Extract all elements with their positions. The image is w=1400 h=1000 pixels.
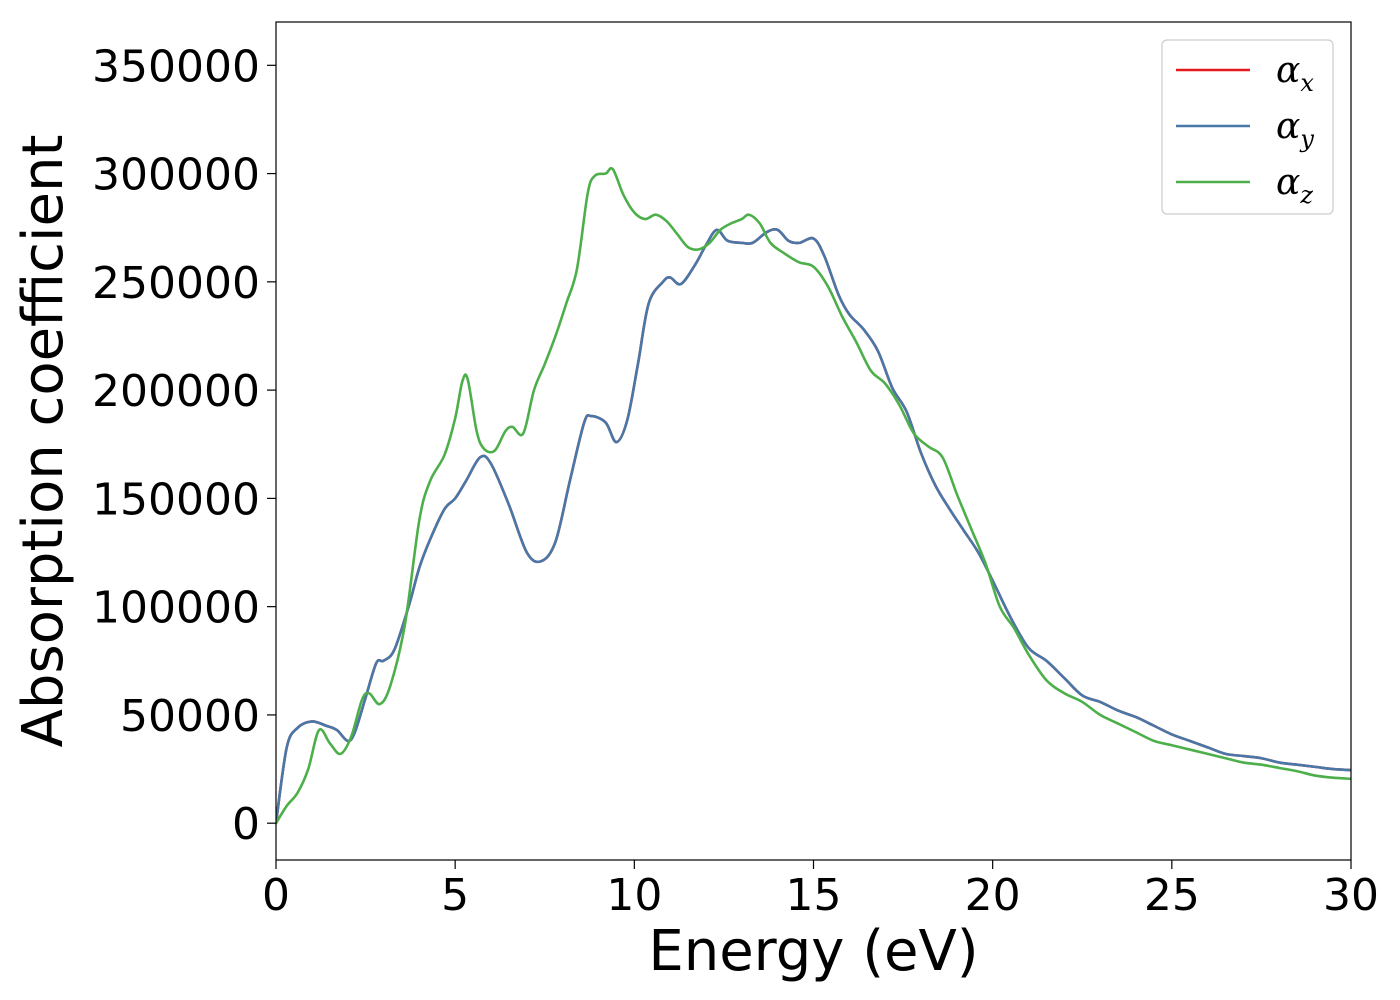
- y-tick-label: 350000: [92, 41, 260, 92]
- x-tick-label: 15: [786, 870, 842, 921]
- legend-label-subscript: z: [1299, 181, 1313, 209]
- legend-item-x: αx: [1176, 50, 1314, 97]
- legend-label-subscript: y: [1299, 125, 1314, 153]
- x-tick-label: 0: [262, 870, 290, 921]
- legend-label: αx: [1276, 50, 1314, 97]
- y-tick-label: 50000: [120, 691, 260, 742]
- y-axis-title: Absorption coefficient: [11, 135, 76, 748]
- x-tick-label: 20: [965, 870, 1021, 921]
- legend-label-main: α: [1276, 50, 1300, 91]
- x-axis-title: Energy (eV): [648, 919, 978, 984]
- x-tick-label: 25: [1144, 870, 1200, 921]
- y-tick-label: 100000: [92, 583, 260, 634]
- legend-label-subscript: x: [1300, 69, 1314, 97]
- legend-item-y: αy: [1176, 106, 1314, 153]
- series-line-y: [276, 228, 1351, 825]
- y-tick-label: 0: [232, 799, 260, 850]
- y-tick-label: 150000: [92, 474, 260, 525]
- legend-label: αz: [1276, 162, 1313, 209]
- x-axis: 0 5 10 15 20 25 30: [262, 860, 1379, 921]
- legend-label-main: α: [1276, 162, 1300, 203]
- legend-label-main: α: [1276, 106, 1300, 147]
- y-tick-label: 300000: [92, 150, 260, 201]
- series-layer: [276, 166, 1351, 825]
- y-tick-label: 200000: [92, 366, 260, 417]
- x-tick-label: 30: [1323, 870, 1379, 921]
- x-tick-label: 10: [606, 870, 662, 921]
- series-line-z: [276, 166, 1351, 825]
- y-axis: 0 50000 100000 150000 200000 250000 300000 3500…: [92, 41, 276, 850]
- legend-item-z: αz: [1176, 162, 1313, 209]
- y-tick-label: 250000: [92, 258, 260, 309]
- x-tick-label: 5: [441, 870, 469, 921]
- legend-label: αy: [1276, 106, 1314, 153]
